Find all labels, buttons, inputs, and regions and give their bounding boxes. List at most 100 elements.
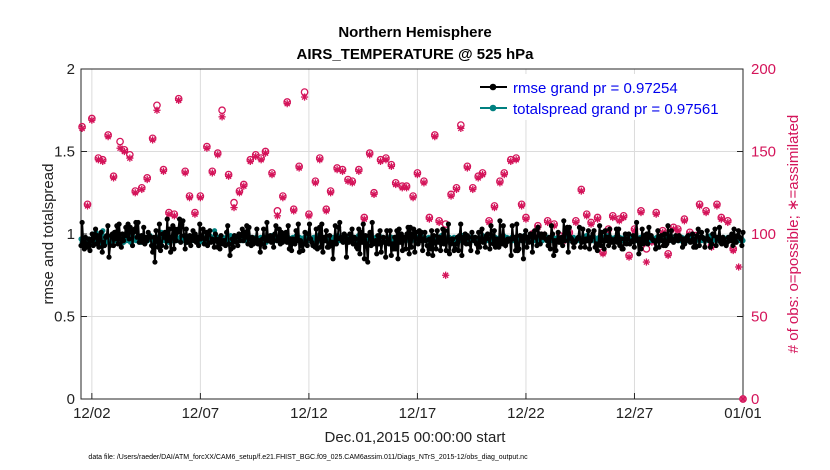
series-point-rmse (602, 228, 608, 234)
series-point-rmse (489, 233, 495, 239)
series-point-rmse (472, 234, 478, 240)
series-point-rmse (625, 236, 631, 242)
obs-assimilated-point (739, 395, 747, 403)
obs-assimilated-point (413, 171, 422, 179)
obs-assimilated-point (425, 215, 433, 223)
obs-assimilated-point (370, 190, 378, 198)
obs-assimilated-point (409, 194, 417, 202)
series-point-rmse (426, 236, 432, 242)
series-point-rmse (297, 238, 304, 244)
series-point-rmse (644, 231, 650, 237)
series-point-rmse (157, 247, 164, 254)
obs-assimilated-point (376, 157, 385, 165)
series-point-rmse (446, 251, 453, 257)
series-point-rmse (698, 229, 705, 235)
series-point-rmse (626, 231, 632, 237)
obs-assimilated-point (191, 210, 199, 218)
series-point-rmse (468, 247, 474, 254)
obs-assimilated-point (257, 156, 265, 164)
series-point-rmse (232, 234, 239, 240)
series-point-rmse (152, 259, 158, 265)
series-point-rmse (709, 241, 715, 247)
series-point-rmse (433, 246, 439, 252)
series-point-rmse (469, 229, 475, 235)
obs-assimilated-point (175, 96, 183, 104)
series-point-rmse (162, 229, 168, 235)
series-point-rmse (178, 239, 184, 245)
series-point-rmse (153, 228, 159, 234)
series-point-rmse (529, 249, 536, 255)
series-point-rmse (375, 233, 381, 239)
series-point-rmse (685, 233, 691, 239)
series-point-rmse (496, 244, 502, 250)
series-point-rmse (369, 219, 375, 226)
series-point-rmse (412, 249, 418, 255)
legend-spread-label: totalspread grand pr = 0.97561 (513, 101, 719, 118)
obs-assimilated-point (104, 133, 112, 141)
series-point-rmse (364, 241, 370, 247)
series-point-rmse (586, 246, 593, 252)
series-point-rmse (183, 226, 189, 232)
series-point-rmse (546, 234, 552, 240)
series-point-rmse (479, 226, 485, 232)
series-point-rmse (429, 228, 435, 234)
series-point-rmse (605, 242, 612, 249)
series-point-rmse (347, 231, 353, 237)
series-point-rmse (443, 247, 449, 254)
series-point-rmse (92, 226, 99, 232)
obs-assimilated-point (153, 106, 161, 114)
obs-assimilated-point (452, 185, 461, 194)
series-point-rmse (246, 224, 252, 230)
obs-assimilated-point (203, 144, 211, 152)
series-point-rmse (293, 228, 299, 234)
series-point-rmse (350, 241, 356, 247)
obs-assimilated-point (311, 179, 320, 187)
series-point-rmse (148, 242, 155, 249)
series-point-rmse (202, 236, 208, 242)
series-point-rmse (448, 241, 454, 247)
series-point-rmse (582, 244, 588, 250)
series-point-rmse (197, 221, 203, 227)
series-point-rmse (437, 247, 444, 254)
y-axis-right: 0 50 100 150 200 (737, 61, 776, 408)
obs-assimilated-point (724, 218, 732, 227)
obs-assimilated-point (360, 215, 368, 223)
series-point-rmse (655, 228, 661, 234)
series-point-rmse (315, 236, 322, 242)
series-point-rmse (639, 226, 645, 232)
series-point-rmse (561, 218, 567, 224)
series-point-rmse (519, 238, 525, 244)
series-point-rmse (168, 249, 174, 255)
series-point-rmse (565, 249, 571, 255)
x-tick-label: 01/01 (724, 405, 762, 422)
obs-assimilated-point (348, 179, 356, 187)
obs-assimilated-point (322, 207, 330, 215)
series-point-rmse (235, 242, 241, 249)
obs-assimilated-point (235, 189, 244, 197)
x-tick-label: 12/17 (399, 405, 437, 422)
obs-assimilated-point (544, 218, 552, 227)
obs-assimilated-point (338, 167, 347, 175)
series-point-rmse (638, 246, 644, 252)
obs-assimilated-point (295, 164, 303, 172)
series-point-rmse (337, 219, 343, 226)
obs-assimilated-point (230, 204, 238, 212)
obs-assimilated-point (131, 189, 139, 197)
series-point-rmse (283, 229, 289, 235)
series-point-rmse (217, 246, 223, 252)
series-point-rmse (645, 241, 651, 247)
series-point-rmse (388, 252, 394, 259)
y-tick-label: 1.5 (54, 144, 75, 161)
series-point-rmse (336, 224, 342, 230)
series-point-rmse (520, 256, 527, 262)
series-point-rmse (113, 236, 119, 242)
series-point-rmse (275, 236, 281, 242)
series-point-rmse (488, 223, 494, 229)
legend: rmse grand pr = 0.97254 totalspread gran… (473, 74, 738, 120)
series-point-rmse (731, 226, 737, 232)
obs-assimilated-point (522, 215, 530, 223)
x-tick-label: 12/22 (507, 405, 545, 422)
obs-assimilated-point (680, 217, 688, 225)
obs-assimilated-point (224, 172, 233, 180)
